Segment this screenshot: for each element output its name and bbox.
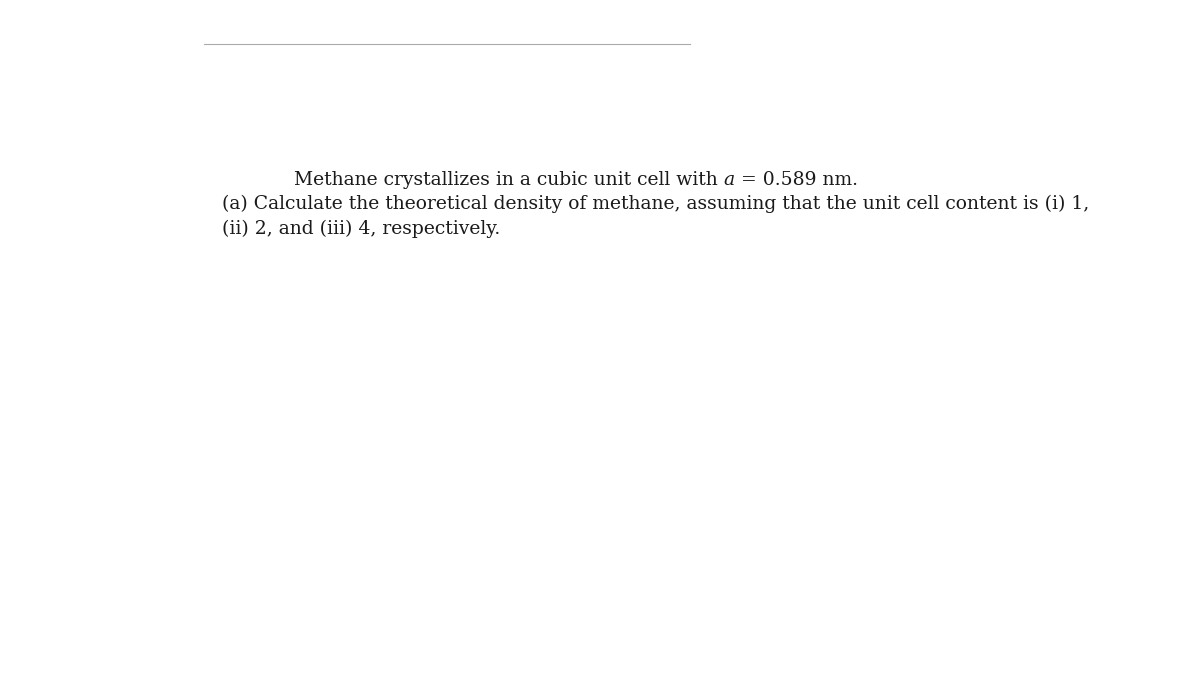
Text: Methane crystallizes in a cubic unit cell with: Methane crystallizes in a cubic unit cel… (294, 171, 724, 189)
Text: (ii) 2, and (iii) 4, respectively.: (ii) 2, and (iii) 4, respectively. (222, 219, 500, 238)
Text: = 0.589 nm.: = 0.589 nm. (734, 171, 858, 189)
Text: (a) Calculate the theoretical density of methane, assuming that the unit cell co: (a) Calculate the theoretical density of… (222, 194, 1090, 213)
Text: a: a (724, 171, 734, 189)
